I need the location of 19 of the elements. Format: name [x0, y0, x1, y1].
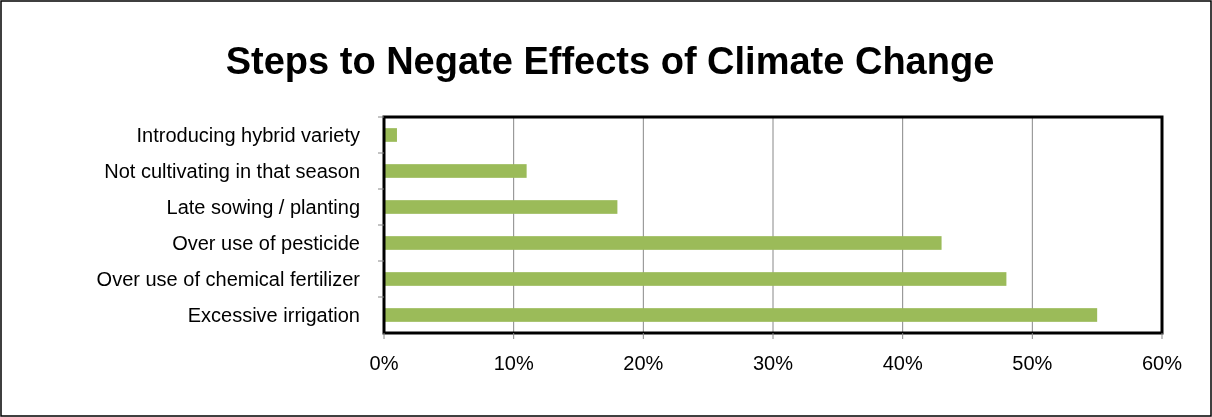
x-tick-label: 0%	[369, 352, 399, 374]
x-tick-label: 40%	[882, 352, 923, 374]
y-tick-label: Late sowing / planting	[166, 196, 360, 218]
y-tick-label: Excessive irrigation	[187, 304, 360, 326]
bar	[384, 164, 527, 178]
x-tick-label: 30%	[752, 352, 794, 374]
bar	[384, 308, 1098, 322]
chart-title: Steps to Negate Effects of Climate Change	[225, 40, 995, 82]
bar	[384, 200, 618, 214]
y-tick-label: Over use of pesticide	[172, 232, 360, 254]
bar	[384, 272, 1007, 286]
y-tick-label: Not cultivating in that season	[104, 160, 360, 182]
y-tick-label: Introducing hybrid variety	[136, 124, 360, 146]
x-tick-label: 60%	[1141, 352, 1183, 374]
x-tick-label: 20%	[623, 352, 664, 374]
x-tick-label: 50%	[1012, 352, 1053, 374]
x-tick-label: 10%	[493, 352, 534, 374]
bar	[384, 236, 942, 250]
y-tick-label: Over use of chemical fertilizer	[96, 268, 361, 290]
